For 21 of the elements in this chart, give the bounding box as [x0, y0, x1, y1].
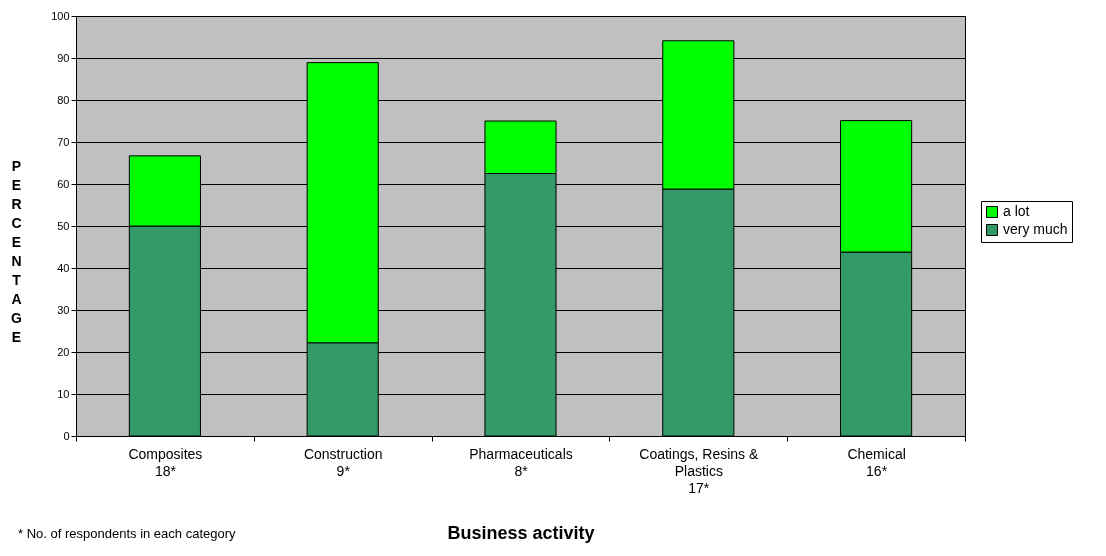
y-tick-label: 30: [57, 303, 70, 316]
y-tick-label: 20: [57, 345, 70, 358]
x-tick-label: Composites 18*: [128, 445, 203, 479]
x-axis-title: Business activity: [447, 522, 595, 543]
text: * No. of respondents in each category: [18, 526, 236, 541]
y-tick-label: 0: [63, 429, 70, 442]
y-tick-label: 100: [51, 9, 70, 22]
y-tick-label: 80: [57, 93, 70, 106]
x-tick-label: Pharmaceuticals 8*: [469, 445, 573, 479]
y-tick-label: 90: [57, 51, 70, 64]
y-tick-label: 40: [57, 261, 70, 274]
y-tick-label: 60: [57, 177, 70, 190]
text: PERCENTAGE: [11, 157, 22, 345]
x-tick-label: Construction 9*: [303, 445, 383, 479]
y-tick-label: 70: [57, 135, 70, 148]
y-tick-label: 10: [57, 387, 70, 400]
y-tick-label: 50: [57, 219, 70, 232]
legend-label: a lot: [1003, 203, 1030, 219]
legend-label: very much: [1003, 221, 1068, 237]
x-tick-label: Coatings, Resins & Plastics 17*: [639, 445, 759, 496]
x-tick-label: Chemical 16*: [847, 445, 906, 479]
